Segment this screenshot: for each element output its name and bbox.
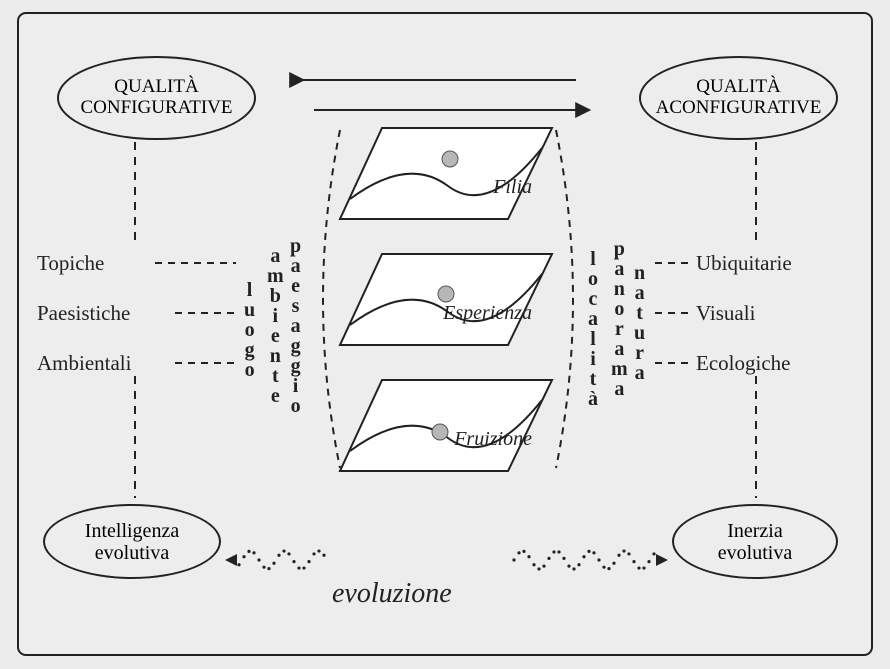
right-quality-2: Ecologiche: [696, 351, 790, 376]
vword-localita: località: [588, 249, 599, 409]
ellipse-intelligenza-evolutiva: Intelligenzaevolutiva: [43, 504, 221, 579]
ellipse-label: Intelligenzaevolutiva: [85, 520, 179, 564]
label-evoluzione: evoluzione: [332, 578, 452, 610]
vword-panorama: panorama: [611, 239, 628, 399]
card-label: Esperienza: [443, 302, 532, 325]
diagram-root: { "canvas": { "w": 890, "h": 669, "bg": …: [0, 0, 890, 669]
card-fruizione: Fruizione: [338, 378, 554, 473]
ellipse-label: Inerziaevolutiva: [718, 520, 792, 564]
ellipse-label: QUALITÀCONFIGURATIVE: [81, 77, 233, 119]
ellipse-qualita-configurative: QUALITÀCONFIGURATIVE: [57, 56, 256, 140]
left-quality-0: Topiche: [37, 251, 104, 276]
left-quality-1: Paesistiche: [37, 301, 130, 326]
vword-ambiente: ambiente: [267, 246, 284, 406]
ellipse-inerzia-evolutiva: Inerziaevolutiva: [672, 504, 838, 579]
vword-natura: natura: [634, 263, 646, 383]
ellipse-label: QUALITÀACONFIGURATIVE: [656, 77, 822, 119]
card-esperienza: Esperienza: [338, 252, 554, 347]
card-filia: Filia: [338, 126, 554, 221]
card-label: Filia: [493, 176, 532, 199]
right-quality-1: Visuali: [696, 301, 755, 326]
right-quality-0: Ubiquitarie: [696, 251, 792, 276]
card-label: Fruizione: [454, 428, 532, 451]
ellipse-qualita-aconfigurative: QUALITÀACONFIGURATIVE: [639, 56, 838, 140]
vword-paesaggio: paesaggio: [290, 236, 302, 416]
vword-luogo: luogo: [244, 280, 256, 380]
left-quality-2: Ambientali: [37, 351, 131, 376]
